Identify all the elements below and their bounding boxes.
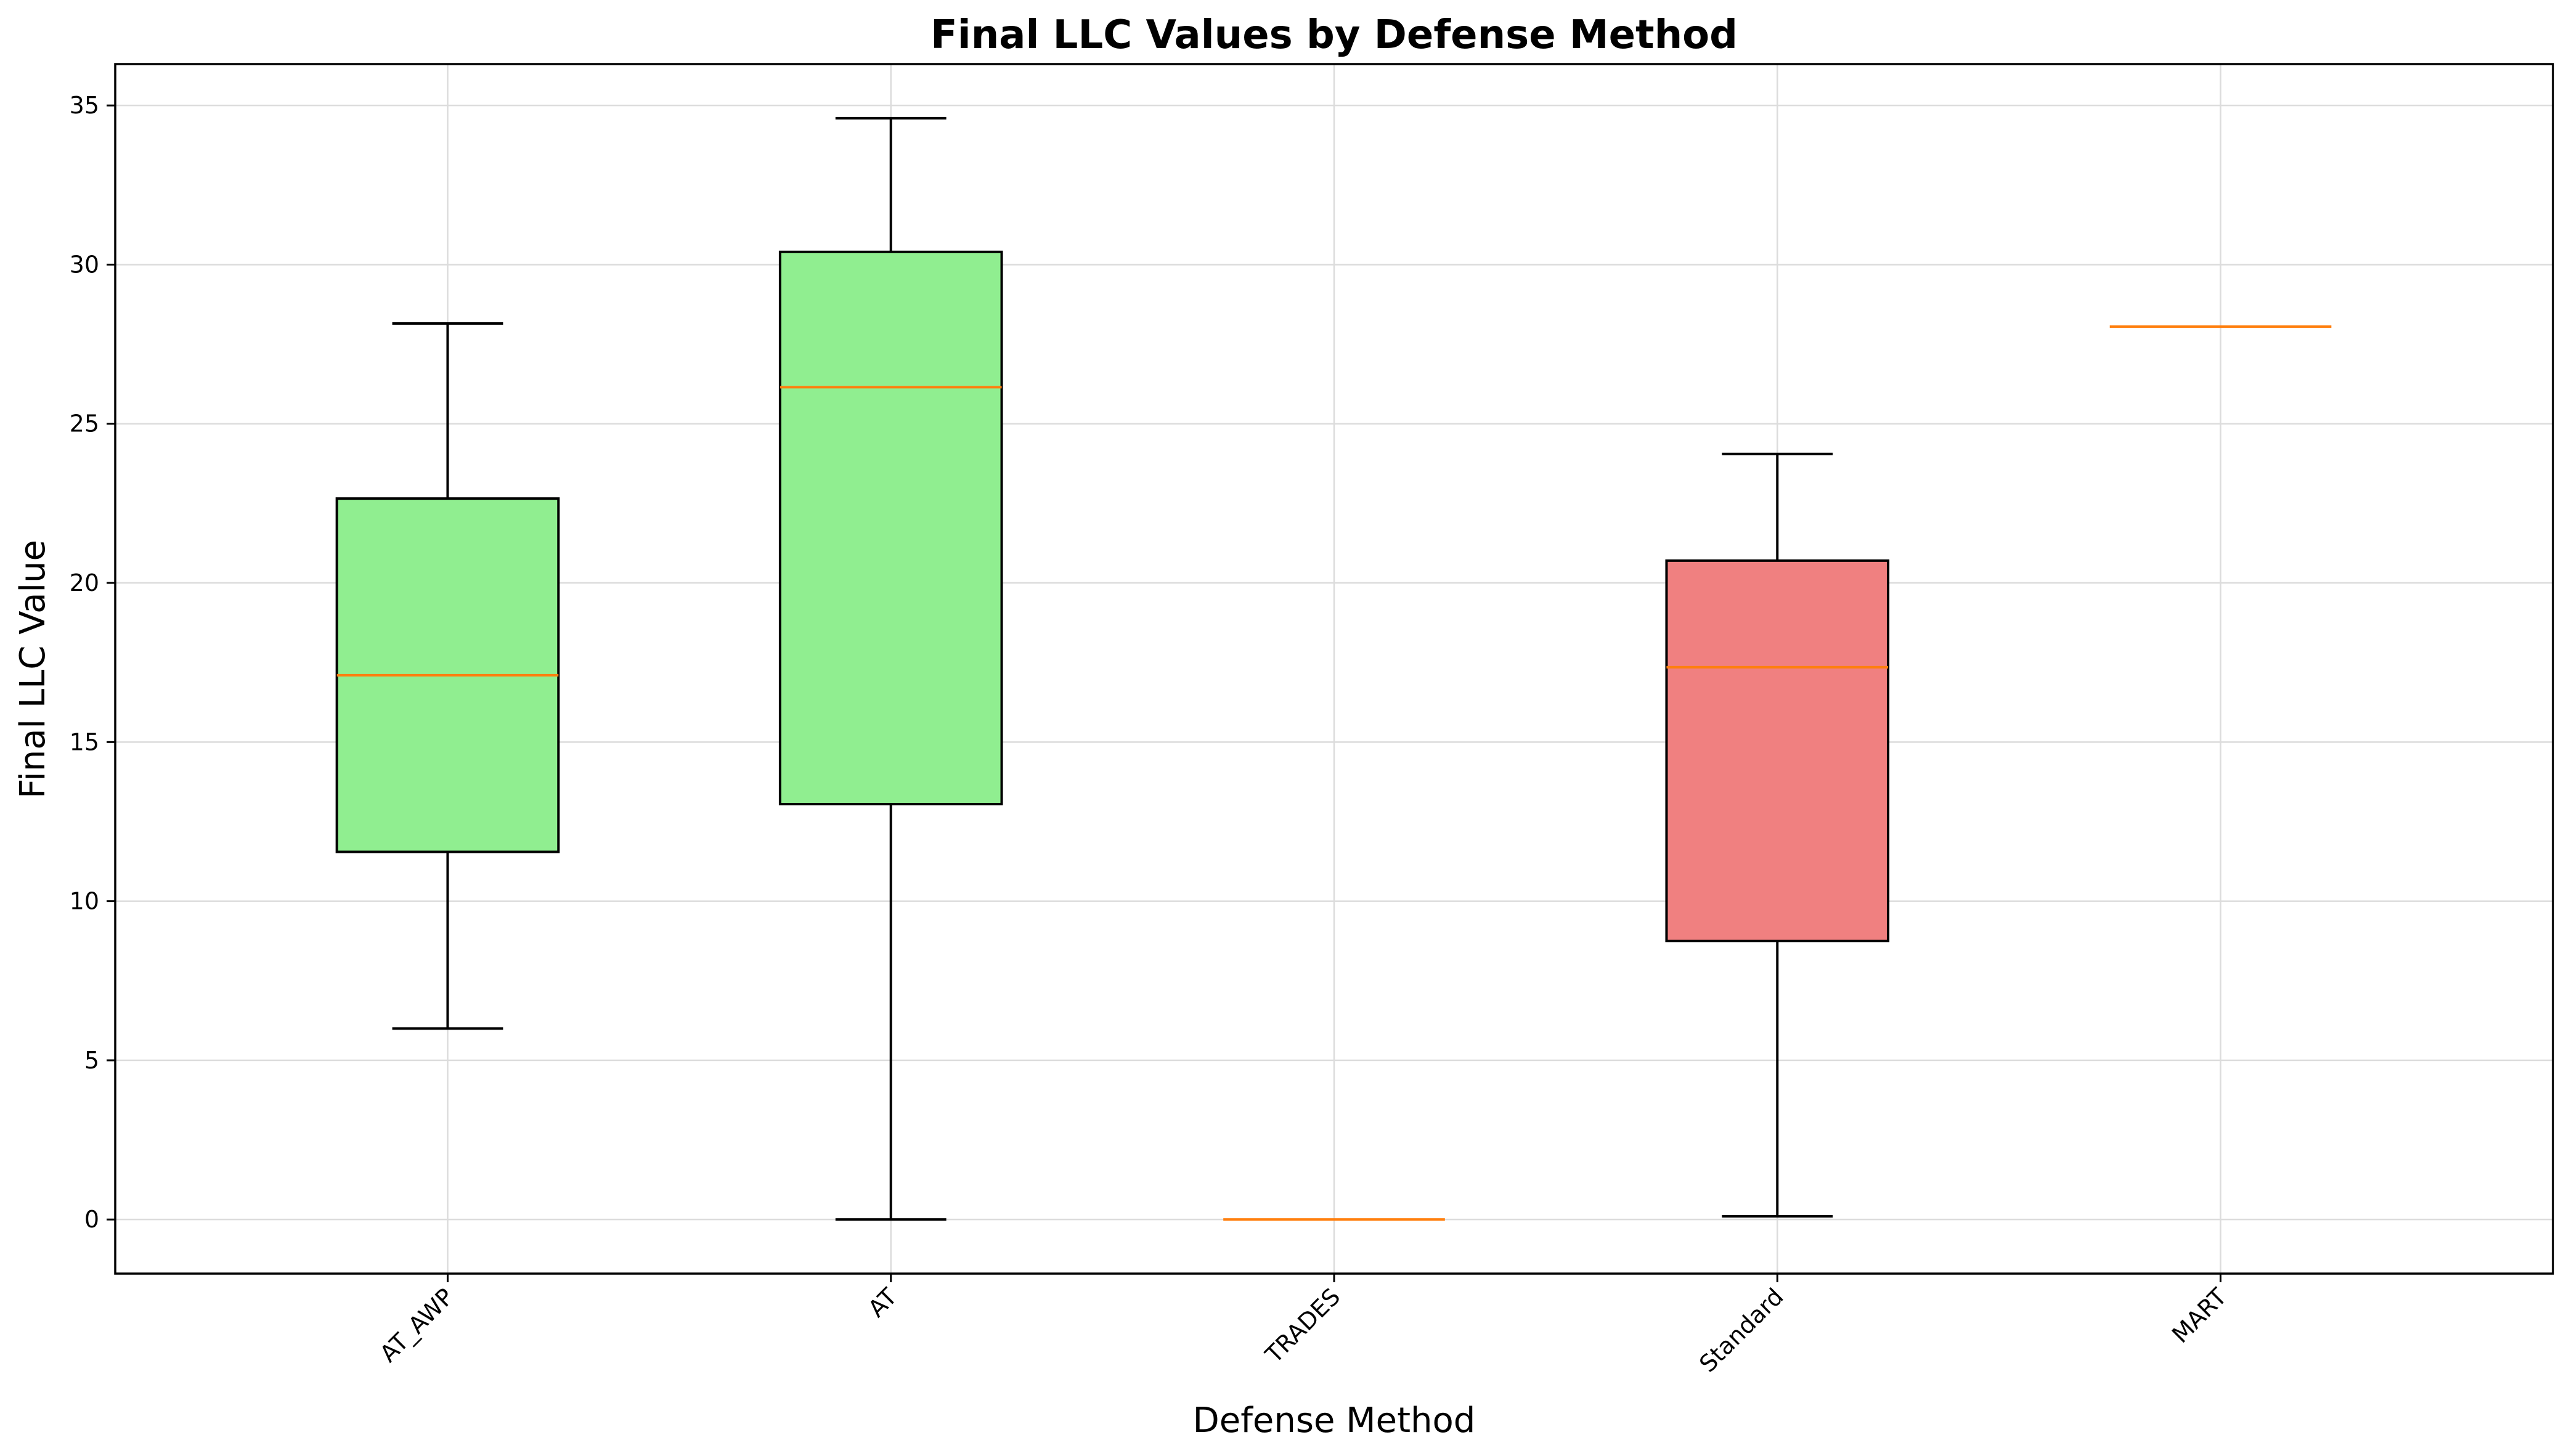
box-group-at (778, 116, 1003, 1221)
chart-title: Final LLC Values by Defense Method (930, 12, 1738, 58)
y-tick-label: 0 (84, 1206, 99, 1233)
y-tick-label: 5 (84, 1047, 99, 1074)
x-axis-label: Defense Method (1193, 1401, 1476, 1441)
boxes (335, 116, 2332, 1221)
y-tick-label: 20 (70, 569, 99, 596)
y-tick-label: 10 (70, 888, 99, 915)
iqr-box (778, 250, 1003, 806)
box-group-at-awp (335, 322, 560, 1030)
y-tick-label: 30 (70, 251, 99, 278)
iqr-box (1665, 559, 1890, 943)
box-group-standard (1665, 452, 1890, 1218)
y-tick-label: 15 (70, 728, 99, 755)
y-axis-label: Final LLC Value (13, 540, 53, 799)
y-tick-label: 25 (70, 410, 99, 437)
y-tick-label: 35 (70, 92, 99, 119)
y-axis: 0 5 10 15 20 25 30 35 (70, 92, 115, 1233)
